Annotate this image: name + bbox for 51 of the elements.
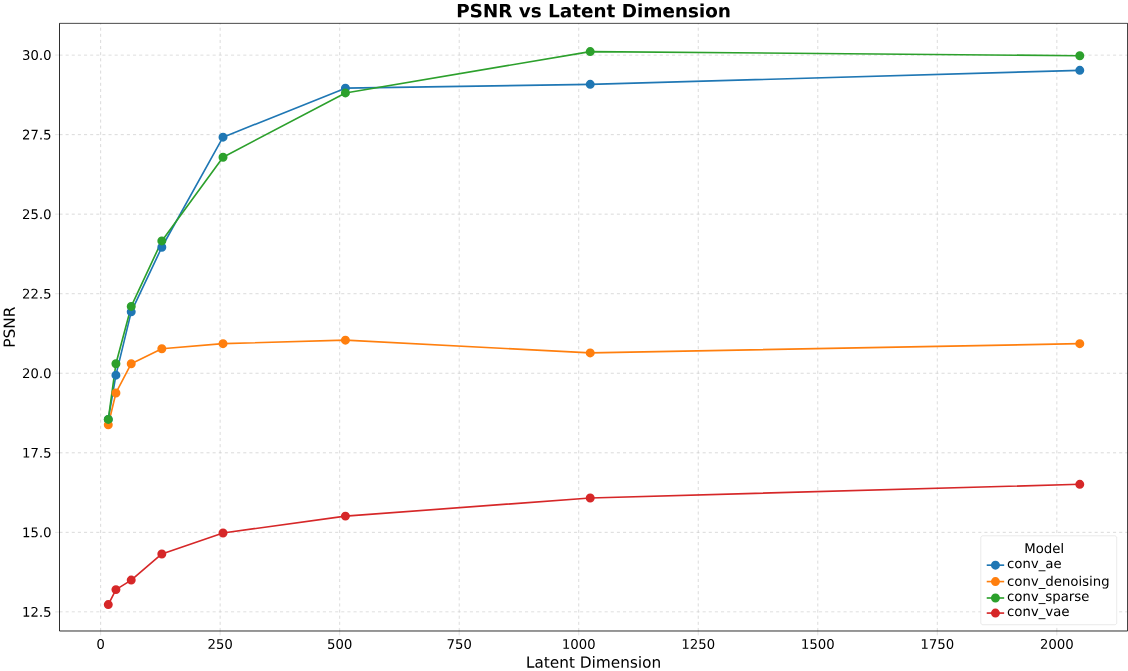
point [157, 344, 167, 354]
legend-label: conv_denoising [1007, 575, 1109, 589]
point [157, 549, 167, 559]
point [218, 339, 228, 349]
x-axis-title: Latent Dimension [527, 655, 660, 668]
point [585, 348, 595, 358]
y-tick-label: 22.5 [22, 288, 51, 299]
legend-label: conv_sparse [1007, 593, 1089, 604]
y-tick-label: 15.0 [23, 527, 51, 538]
x-tick-label: 0 [97, 638, 104, 649]
x-tick-label: 2000 [1040, 638, 1073, 649]
x-tick-label: 500 [328, 638, 352, 649]
point [157, 236, 167, 246]
x-tick-label: 750 [447, 638, 471, 649]
y-tick-label: 30.0 [23, 49, 51, 60]
point [340, 335, 350, 345]
y-tick-label: 27.5 [22, 129, 51, 140]
point [585, 79, 595, 89]
point [340, 88, 350, 98]
legend-label: conv_ae [1007, 560, 1061, 572]
point [126, 575, 136, 585]
point [340, 511, 350, 521]
point [111, 388, 121, 398]
x-tick-label: 1750 [921, 638, 954, 649]
point [585, 493, 595, 503]
y-tick-label: 17.5 [23, 447, 51, 458]
y-tick-label: 25.0 [22, 209, 51, 220]
point [126, 301, 136, 311]
point [1075, 51, 1085, 61]
point [1075, 65, 1085, 75]
point [585, 46, 595, 56]
x-tick-label: 1000 [563, 638, 595, 649]
x-tick-label: 1250 [682, 638, 715, 649]
x-tick-label: 1500 [802, 638, 834, 649]
x-tick-label: 250 [208, 638, 232, 649]
point [218, 152, 228, 162]
y-tick-label: 12.5 [23, 606, 51, 617]
legend-label: conv_vae [1007, 608, 1069, 620]
point [126, 359, 136, 369]
point [218, 528, 228, 538]
point [1075, 479, 1085, 489]
point [1075, 339, 1085, 349]
point [218, 132, 228, 142]
y-axis-title: PSNR [3, 306, 15, 347]
chart-title: PSNR vs Latent Dimension [457, 3, 730, 18]
y-tick-label: 20.0 [22, 368, 51, 379]
point [111, 359, 121, 369]
point [111, 370, 121, 380]
point [111, 585, 121, 594]
point [103, 599, 113, 609]
legend-title: Model [1025, 542, 1063, 554]
